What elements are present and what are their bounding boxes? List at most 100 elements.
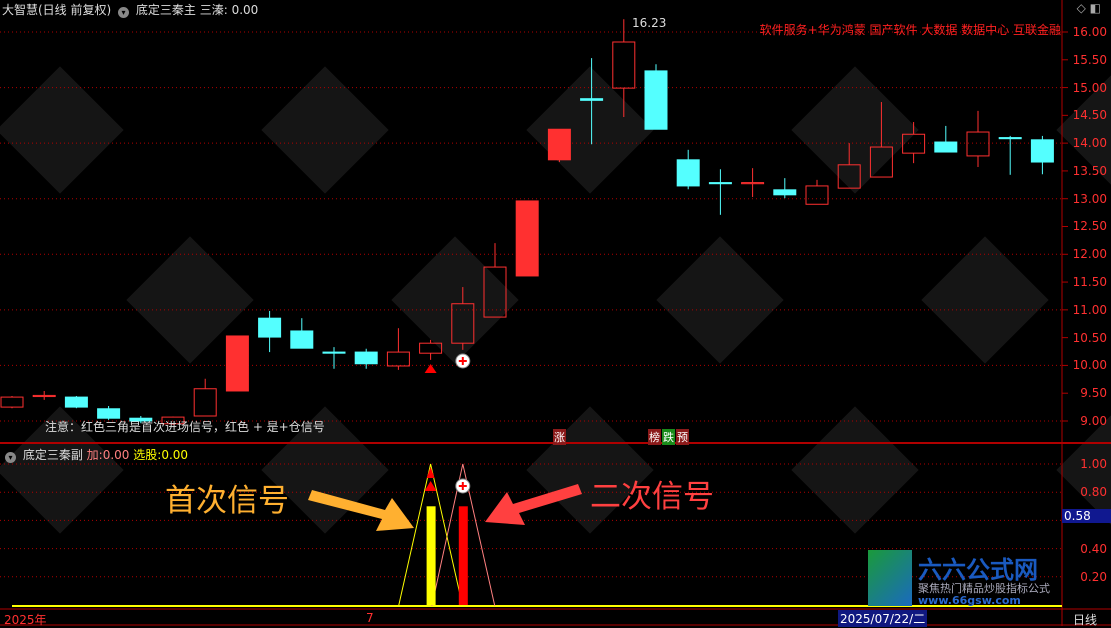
price-tick-label: 9.00 bbox=[1080, 413, 1107, 428]
watermark bbox=[656, 236, 784, 364]
logo-mark-icon bbox=[868, 550, 912, 606]
panel-toggle-icon[interactable]: ◧ bbox=[1089, 1, 1101, 15]
second-signal-bar bbox=[458, 506, 468, 605]
candle-body bbox=[322, 351, 346, 354]
logo-slogan: 聚焦热门精品炒股指标公式 bbox=[918, 582, 1050, 595]
price-tick-label: 12.50 bbox=[1072, 219, 1107, 234]
candle-body bbox=[386, 351, 410, 367]
sub-tick-label: 0.80 bbox=[1080, 485, 1107, 500]
candle-body bbox=[805, 185, 829, 205]
arrow-icon bbox=[485, 484, 582, 525]
watermark bbox=[791, 406, 919, 534]
param-value: 0.00 bbox=[231, 3, 259, 17]
watermark bbox=[126, 236, 254, 364]
cursor-date: 2025/07/22/二 bbox=[838, 610, 928, 627]
candle-body bbox=[934, 141, 958, 153]
price-tick-label: 13.50 bbox=[1072, 163, 1107, 178]
candle-body bbox=[129, 417, 153, 422]
candle-body bbox=[869, 146, 893, 178]
watermark bbox=[791, 66, 919, 194]
candle-body bbox=[1030, 139, 1054, 163]
sub-tick-label: 1.00 bbox=[1080, 457, 1107, 471]
diamond-icon[interactable]: ◇ bbox=[1076, 1, 1086, 15]
add-value: 0.00 bbox=[102, 448, 130, 462]
logo-name: 六六公式网 bbox=[918, 556, 1038, 584]
candle-body bbox=[97, 408, 121, 419]
candle-body bbox=[580, 98, 604, 101]
sub-header: ▾ 底定三秦副 加:0.00 选股:0.00 bbox=[2, 446, 188, 463]
sub-indicator-name[interactable]: 底定三秦副 bbox=[22, 448, 83, 462]
price-tick-label: 11.00 bbox=[1072, 302, 1107, 317]
candle-body bbox=[225, 335, 249, 392]
candle-body bbox=[32, 394, 56, 398]
candle-body bbox=[354, 351, 378, 365]
candle-body bbox=[966, 131, 990, 157]
watermark bbox=[261, 406, 389, 534]
price-tick-label: 16.00 bbox=[1072, 25, 1107, 39]
current-value-tag: 0.58 bbox=[1062, 509, 1111, 523]
candle-body bbox=[998, 137, 1022, 140]
candle-body bbox=[515, 200, 539, 277]
price-tick-label: 14.00 bbox=[1072, 136, 1107, 151]
pick-value: 0.00 bbox=[161, 448, 189, 462]
watermark bbox=[1056, 406, 1111, 534]
concept-tags: 软件服务+华为鸿蒙 国产软件 大数据 数据中心 互联金融 bbox=[759, 23, 1061, 37]
indicator-name[interactable]: 底定三秦主 bbox=[135, 3, 196, 17]
price-tick-label: 10.50 bbox=[1072, 330, 1107, 345]
pick-label: 选股: bbox=[133, 448, 162, 462]
add-position-plus-icon bbox=[458, 357, 467, 365]
stock-title: 大智慧(日线 前复权) bbox=[2, 3, 112, 17]
first-signal-label: 首次信号 bbox=[165, 483, 289, 519]
dropdown-icon[interactable]: ▾ bbox=[5, 452, 16, 463]
candle-body bbox=[741, 182, 765, 185]
candle-body bbox=[451, 303, 475, 344]
candle-body bbox=[837, 164, 861, 189]
arrow-icon bbox=[308, 490, 414, 531]
candle-body bbox=[64, 396, 88, 408]
first-signal-triangle-line bbox=[398, 463, 464, 607]
price-tick-label: 11.50 bbox=[1072, 275, 1107, 290]
badge-rank[interactable]: 榜 bbox=[648, 429, 661, 445]
main-header: 大智慧(日线 前复权) ▾ 底定三秦主 三溱: 0.00 bbox=[2, 1, 258, 18]
candle-body bbox=[773, 189, 797, 196]
logo-url: www.66gsw.com bbox=[918, 594, 1021, 607]
add-label: 加: bbox=[86, 448, 103, 462]
watermark bbox=[0, 66, 124, 194]
candle-body bbox=[644, 70, 668, 130]
plus-icon bbox=[458, 482, 467, 490]
dropdown-icon[interactable]: ▾ bbox=[118, 7, 130, 18]
triangle-icon bbox=[424, 481, 437, 491]
watermark bbox=[391, 236, 519, 364]
candle-body bbox=[708, 182, 732, 185]
price-tick-label: 15.00 bbox=[1072, 80, 1107, 95]
first-signal-bar bbox=[426, 506, 436, 605]
time-month: 7 bbox=[366, 611, 374, 625]
high-price-label: 16.23 bbox=[632, 16, 667, 30]
candle-body bbox=[419, 342, 443, 354]
candle-body bbox=[483, 266, 507, 318]
sub-tick-label: 0.40 bbox=[1080, 541, 1107, 556]
candle-body bbox=[193, 388, 217, 417]
period-label[interactable]: 日线 bbox=[1073, 613, 1098, 627]
watermark bbox=[261, 66, 389, 194]
watermark bbox=[0, 406, 124, 534]
candle-body bbox=[547, 128, 571, 161]
signal-note: 注意：红色三角是首次进场信号，红色 + 是+仓信号 bbox=[45, 420, 325, 434]
param-label: 三溱: bbox=[199, 3, 228, 17]
candle-body bbox=[258, 317, 282, 338]
candle-body bbox=[290, 330, 314, 349]
window-controls[interactable]: ◇ ◧ bbox=[1077, 1, 1101, 15]
second-signal-triangle-line bbox=[431, 463, 496, 607]
candle-body bbox=[0, 396, 24, 408]
candle-body bbox=[612, 41, 636, 89]
sub-tick-label: 0.20 bbox=[1080, 569, 1107, 584]
badge-rise[interactable]: 涨 bbox=[553, 429, 566, 445]
price-tick-label: 10.00 bbox=[1072, 358, 1107, 373]
price-tick-label: 14.50 bbox=[1072, 108, 1107, 123]
badge-fall[interactable]: 跌 bbox=[662, 429, 675, 445]
badge-forecast[interactable]: 预 bbox=[676, 429, 689, 445]
second-signal-label: 二次信号 bbox=[590, 479, 714, 515]
watermark bbox=[921, 236, 1049, 364]
time-start: 2025年 bbox=[4, 613, 47, 627]
